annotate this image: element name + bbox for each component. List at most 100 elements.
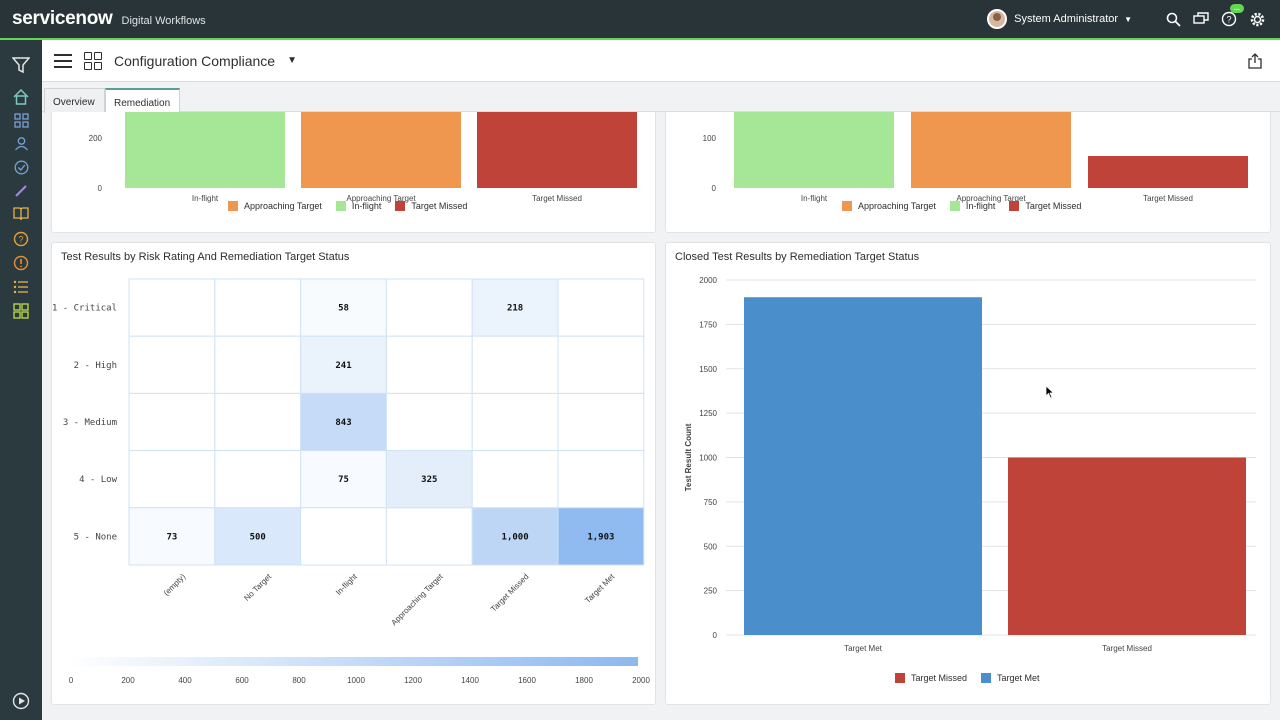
gear-icon[interactable]	[1248, 10, 1266, 28]
heatmap-cell-label: 843	[335, 418, 351, 428]
bar	[301, 112, 461, 188]
avatar[interactable]	[987, 9, 1008, 29]
scale-tick-label: 800	[292, 676, 306, 685]
heatmap-cell	[128, 507, 216, 566]
color-scale-bar	[67, 657, 638, 666]
heatmap-cell	[471, 392, 559, 452]
scale-tick-label: 0	[69, 676, 74, 685]
row-label: 4 - Low	[79, 475, 118, 485]
heatmap-cell	[128, 450, 216, 509]
help-icon[interactable]: ? ...	[1220, 4, 1244, 28]
chevron-down-icon[interactable]: ▼	[1124, 14, 1132, 24]
heatmap-title: Test Results by Risk Rating And Remediat…	[61, 251, 350, 263]
user-icon[interactable]	[12, 134, 30, 152]
legend-item-inflight[interactable]: In-flight	[949, 201, 995, 211]
heatmap-cell	[471, 450, 559, 509]
legend-item-approaching[interactable]: Approaching Target	[842, 201, 936, 211]
top-left-bar-chart: 200 0 In-flight Approaching Target Target Mi…	[89, 112, 637, 203]
tab-bar: Overview Remediation	[42, 82, 1280, 113]
heatmap-cell	[128, 392, 216, 452]
check-circle-icon[interactable]	[12, 158, 30, 176]
pencil-icon[interactable]	[12, 181, 30, 199]
book-icon[interactable]	[12, 204, 30, 222]
heatmap-cell	[385, 278, 473, 337]
heatmap-chart: 58 218 241 843 75 325 73 500 1,000 1,903 1 - Criti…	[52, 278, 650, 685]
scale-tick-label: 400	[178, 676, 192, 685]
chat-icon[interactable]	[1192, 10, 1210, 28]
closed-results-card: Closed Test Results by Remediation Targe…	[665, 242, 1271, 705]
mouse-cursor-icon	[1045, 385, 1055, 399]
row-label: 1 - Critical	[52, 304, 117, 314]
legend-item-target-missed[interactable]: Target Missed	[895, 673, 967, 683]
legend-item-inflight[interactable]: In-flight	[335, 201, 381, 211]
x-tick-label: In-flight	[192, 194, 219, 203]
heatmap-cell	[300, 507, 387, 566]
apps-icon[interactable]	[12, 111, 30, 129]
heatmap-cell	[214, 335, 302, 394]
app-subtitle: Digital Workflows	[121, 14, 206, 27]
tab-remediation[interactable]: Remediation	[105, 88, 180, 113]
heatmap-cell	[214, 278, 302, 337]
x-tick-label: In-flight	[801, 194, 828, 203]
legend-item-approaching[interactable]: Approaching Target	[228, 201, 322, 211]
tab-overview[interactable]: Overview	[44, 88, 105, 113]
search-icon[interactable]	[1164, 10, 1182, 28]
top-right-legend: Approaching Target In-flight Target Miss…	[842, 201, 1095, 211]
dashboard-content: 200 0 In-flight Approaching Target Target Mi…	[42, 112, 1280, 720]
menu-icon[interactable]	[54, 53, 72, 68]
legend-item-target-met[interactable]: Target Met	[981, 673, 1040, 683]
heatmap-cell	[214, 392, 302, 452]
legend-item-missed[interactable]: Target Missed	[395, 201, 467, 211]
play-circle-icon[interactable]	[12, 692, 30, 710]
alert-icon[interactable]	[12, 254, 30, 272]
share-icon[interactable]	[1248, 53, 1262, 74]
row-label: 5 - None	[74, 532, 117, 542]
list-icon[interactable]	[12, 278, 30, 296]
row-label: 2 - High	[74, 361, 117, 371]
column-label: (empty)	[162, 572, 188, 598]
heatmap-cell	[471, 278, 559, 337]
page-header: Configuration Compliance ▼	[42, 40, 1280, 82]
heatmap-cell-label: 1,903	[587, 532, 614, 542]
question-icon[interactable]: ?	[12, 230, 30, 248]
title-dropdown-icon[interactable]: ▼	[287, 55, 297, 66]
page-title[interactable]: Configuration Compliance	[114, 52, 276, 69]
grid-icon[interactable]	[84, 51, 102, 70]
legend-item-missed[interactable]: Target Missed	[1009, 201, 1081, 211]
heatmap-cell	[385, 335, 473, 394]
y-tick-label: 1500	[699, 365, 717, 374]
filter-icon[interactable]	[12, 56, 30, 74]
servicenow-logo[interactable]: servicenow	[12, 8, 113, 29]
heatmap-cell	[300, 278, 387, 337]
y-tick-label: 1750	[699, 320, 717, 329]
x-tick-label: Target Met	[844, 644, 883, 653]
svg-text:?: ?	[1226, 15, 1231, 25]
scale-tick-label: 1600	[518, 676, 536, 685]
heatmap-cell	[557, 450, 645, 509]
scale-tick-label: 200	[121, 676, 135, 685]
heatmap-cell	[128, 278, 216, 337]
x-tick-label: Target Missed	[1143, 194, 1193, 203]
column-label: Approaching Target	[389, 572, 445, 628]
heatmap-cell	[471, 335, 559, 394]
heatmap-card: Test Results by Risk Rating And Remediat…	[51, 242, 656, 705]
heatmap-cell-label: 58	[338, 304, 349, 314]
y-tick-label: 0	[712, 184, 717, 193]
y-tick-label: 1000	[699, 454, 717, 463]
x-tick-label: Target Missed	[1102, 644, 1152, 653]
bar	[1008, 457, 1246, 635]
closed-results-title: Closed Test Results by Remediation Targe…	[675, 251, 920, 263]
heatmap-cell-label: 1,000	[502, 532, 529, 542]
user-name[interactable]: System Administrator	[1014, 13, 1119, 25]
dashboard-icon[interactable]	[12, 302, 30, 320]
home-icon[interactable]	[12, 88, 30, 106]
scale-tick-label: 1000	[347, 676, 365, 685]
heatmap-cell-label: 500	[250, 532, 266, 542]
y-tick-label: 750	[704, 498, 718, 507]
column-label: Target Met	[583, 572, 617, 606]
heatmap-cell-label: 241	[335, 361, 351, 371]
heatmap-cell	[557, 335, 645, 394]
x-tick-label: Approaching Target	[956, 194, 1026, 203]
heatmap-cell-label: 75	[338, 475, 349, 485]
x-tick-label: Approaching Target	[346, 194, 416, 203]
